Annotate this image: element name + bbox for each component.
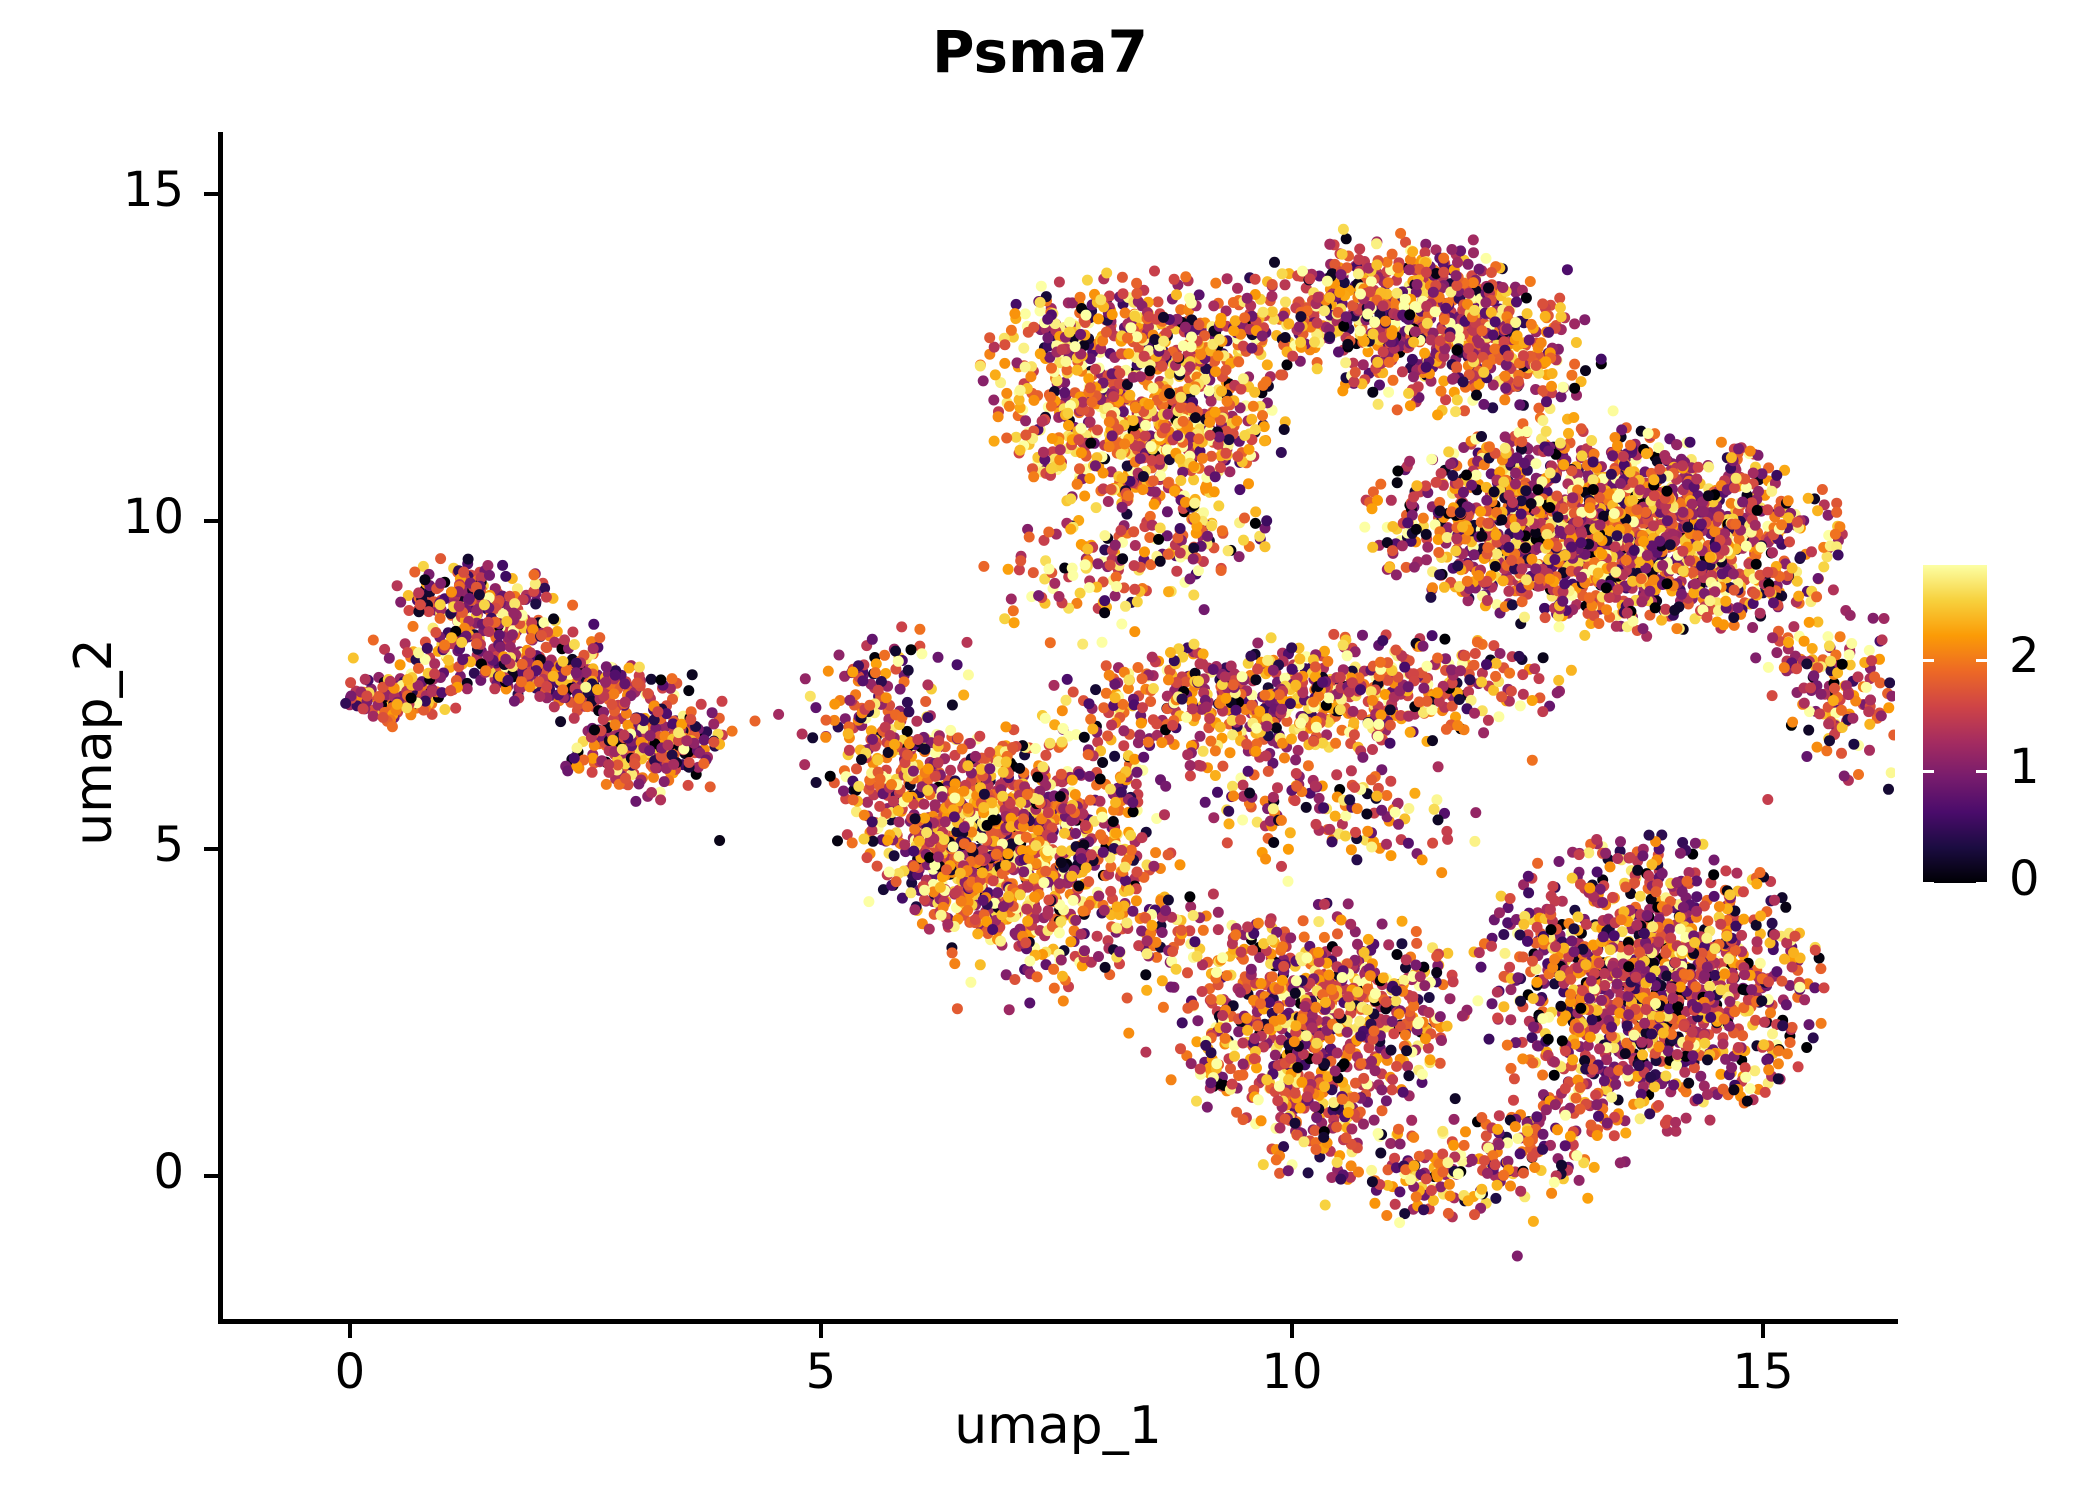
page-title: Psma7: [932, 18, 1148, 86]
x-tick-mark: [347, 1324, 352, 1338]
x-tick-label: 15: [1732, 1344, 1794, 1400]
y-tick-label: 5: [153, 816, 184, 873]
y-tick-mark: [204, 1173, 218, 1178]
colorbar-tick-mark: [1976, 882, 1987, 885]
x-tick-label: 10: [1261, 1344, 1323, 1400]
colorbar-tick-mark: [1976, 658, 1987, 662]
colorbar-tick-label: 1: [2009, 739, 2040, 796]
colorbar-tick-mark: [1923, 770, 1934, 774]
x-tick-label: 0: [334, 1344, 366, 1400]
colorbar-tick-label: 2: [2009, 627, 2040, 684]
x-axis-label: umap_1: [954, 1396, 1162, 1456]
x-tick-mark: [818, 1324, 823, 1338]
y-axis-spine: [218, 132, 223, 1324]
x-tick-mark: [1761, 1324, 1766, 1338]
scatter-plot-area: [218, 135, 1895, 1320]
colorbar-gradient: [1923, 565, 1987, 883]
colorbar-tick-label: 0: [2009, 851, 2040, 907]
y-tick-label: 0: [153, 1143, 184, 1200]
colorbar-tick-mark: [1923, 882, 1934, 885]
x-tick-mark: [1290, 1324, 1295, 1338]
scatter-points-layer: [340, 223, 1895, 1262]
y-tick-mark: [204, 846, 218, 851]
colorbar-tick-mark: [1923, 658, 1934, 662]
x-tick-label: 5: [805, 1344, 837, 1400]
y-tick-label: 10: [122, 489, 184, 546]
colorbar-tick-mark: [1976, 770, 1987, 774]
y-tick-mark: [204, 191, 218, 196]
y-tick-label: 15: [122, 161, 184, 218]
colorbar: [1923, 565, 1987, 883]
y-axis-label: umap_2: [64, 638, 124, 846]
x-axis-spine: [218, 1319, 1898, 1324]
y-tick-mark: [204, 519, 218, 524]
